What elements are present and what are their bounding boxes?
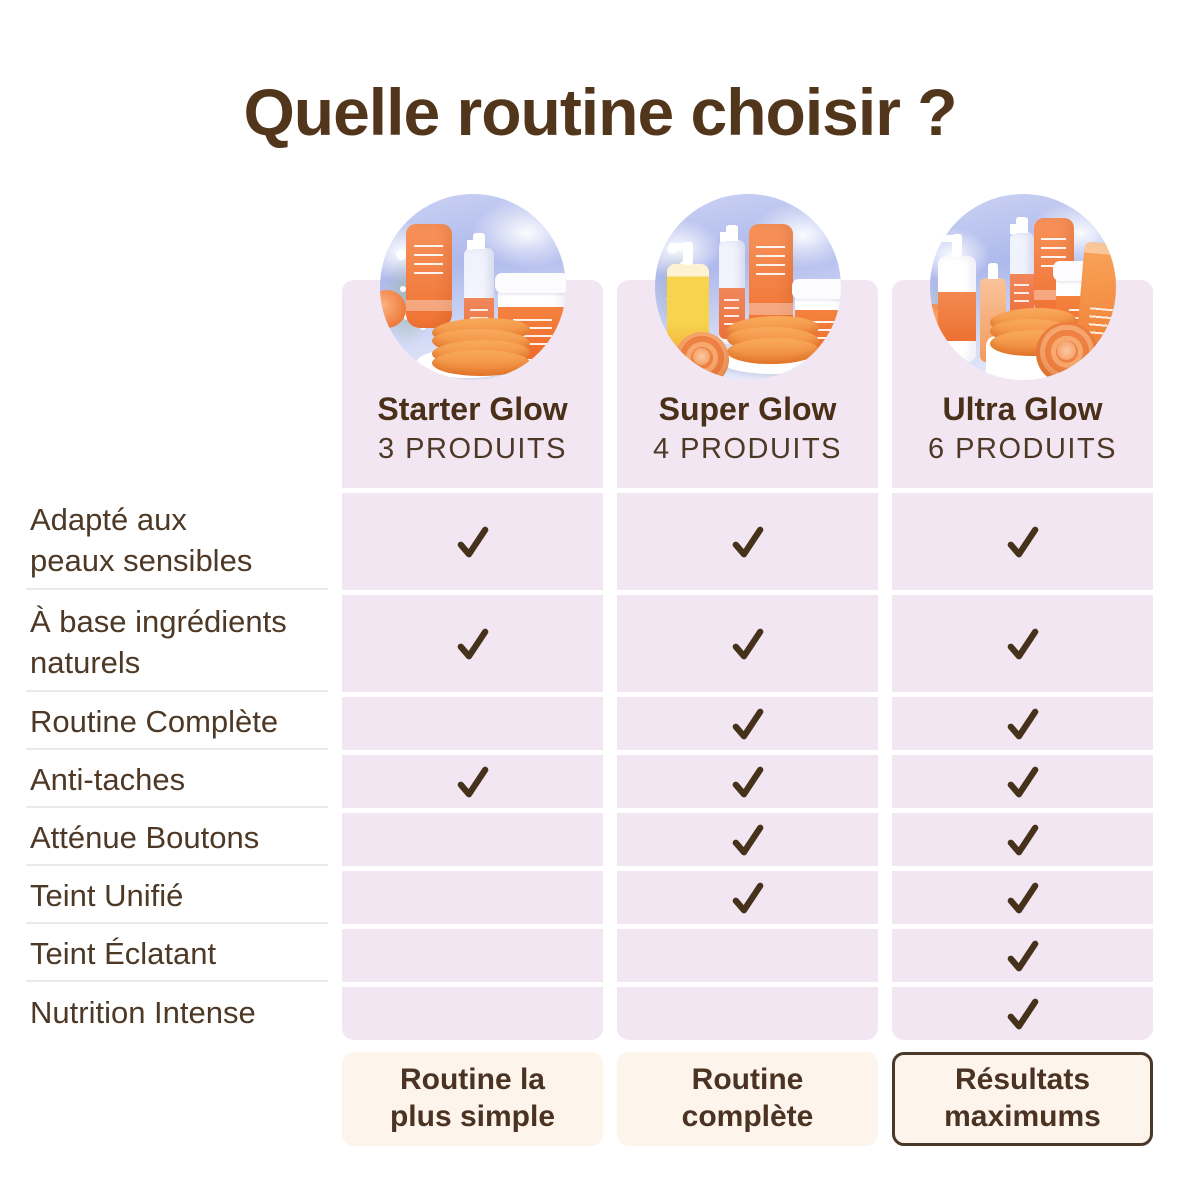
super-glow-products-photo xyxy=(654,194,841,380)
feature-row: Adapté aux peaux sensibles xyxy=(26,493,1154,590)
check-icon xyxy=(1007,708,1038,739)
check-icon xyxy=(457,526,488,557)
feature-rows: Adapté aux peaux sensibles À base ingrédi… xyxy=(26,493,1154,1040)
feature-row: Anti-taches xyxy=(26,755,1154,808)
check-icon xyxy=(732,526,763,557)
check-icon xyxy=(457,628,488,659)
cream-tube-graphic xyxy=(405,224,452,328)
feature-row: Teint Unifié xyxy=(26,871,1154,924)
feature-cell xyxy=(342,493,603,590)
comparison-table: Starter Glow 3 PRODUITS Super Glow 4 PRODU… xyxy=(26,194,1154,1146)
orange-rose-graphic xyxy=(1035,322,1098,380)
feature-label: Teint Unifié xyxy=(26,871,328,924)
plan-footer-badge: Routine la plus simple xyxy=(342,1052,603,1146)
feature-row: Nutrition Intense xyxy=(26,987,1154,1040)
check-icon xyxy=(1007,882,1038,913)
check-icon xyxy=(1007,824,1038,855)
ultra-glow-products-photo xyxy=(929,194,1116,380)
feature-row: À base ingrédients naturels xyxy=(26,595,1154,692)
plan-products-count: 4 PRODUITS xyxy=(652,433,843,465)
check-icon xyxy=(1007,998,1038,1029)
check-icon xyxy=(1007,940,1038,971)
feature-cell xyxy=(342,871,603,924)
plan-column-header: Super Glow 4 PRODUITS xyxy=(617,194,878,488)
check-icon xyxy=(732,824,763,855)
feature-cell xyxy=(342,987,603,1040)
plan-products-count: 6 PRODUITS xyxy=(927,433,1118,465)
feature-cell xyxy=(342,929,603,982)
feature-label: Teint Éclatant xyxy=(26,929,328,982)
feature-cell xyxy=(617,493,878,590)
plan-name: Ultra Glow xyxy=(942,391,1103,428)
check-icon xyxy=(457,766,488,797)
footer-spacer xyxy=(26,1052,328,1146)
foam-cleanser-bottle-graphic xyxy=(937,235,976,362)
feature-cell xyxy=(892,755,1153,808)
feature-label: Routine Complète xyxy=(26,697,328,750)
feature-cell xyxy=(892,871,1153,924)
feature-cell xyxy=(892,493,1153,590)
feature-label: Adapté aux peaux sensibles xyxy=(26,493,328,590)
feature-cell xyxy=(342,813,603,866)
check-icon xyxy=(732,766,763,797)
feature-cell xyxy=(892,813,1153,866)
plan-column-header: Starter Glow 3 PRODUITS xyxy=(342,194,603,488)
feature-row: Atténue Boutons xyxy=(26,813,1154,866)
feature-cell xyxy=(892,987,1153,1040)
check-icon xyxy=(732,708,763,739)
feature-cell xyxy=(342,755,603,808)
feature-row: Routine Complète xyxy=(26,697,1154,750)
plan-column-header: Ultra Glow 6 PRODUITS xyxy=(892,194,1153,488)
cream-tube-graphic xyxy=(748,224,793,332)
check-icon xyxy=(1007,766,1038,797)
plan-products-count: 3 PRODUITS xyxy=(377,433,568,465)
page-title: Quelle routine choisir ? xyxy=(243,75,957,149)
header-spacer xyxy=(26,280,328,488)
check-icon xyxy=(1007,526,1038,557)
check-icon xyxy=(732,882,763,913)
feature-cell xyxy=(617,755,878,808)
daisies-graphic xyxy=(395,250,406,260)
feature-cell xyxy=(617,697,878,750)
cotton-pads-graphic xyxy=(431,316,530,378)
feature-cell xyxy=(617,871,878,924)
feature-label: Nutrition Intense xyxy=(30,995,256,1031)
feature-cell xyxy=(342,595,603,692)
orange-rose-graphic xyxy=(674,332,729,380)
feature-cell xyxy=(617,987,878,1040)
starter-glow-products-photo xyxy=(379,194,566,380)
feature-cell xyxy=(892,595,1153,692)
feature-row: Teint Éclatant xyxy=(26,929,1154,982)
feature-cell xyxy=(892,929,1153,982)
plan-footer-badge: Routine complète xyxy=(617,1052,878,1146)
footer-row: Routine la plus simple Routine complète Ré… xyxy=(26,1052,1154,1146)
feature-label: Anti-taches xyxy=(26,755,328,808)
header-row: Starter Glow 3 PRODUITS Super Glow 4 PRODU… xyxy=(26,194,1154,488)
feature-cell xyxy=(342,697,603,750)
cotton-pads-graphic xyxy=(726,314,819,376)
feature-cell xyxy=(617,929,878,982)
check-icon xyxy=(1007,628,1038,659)
plan-name: Super Glow xyxy=(658,391,837,428)
plan-footer-badge: Résultats maximums xyxy=(892,1052,1153,1146)
check-icon xyxy=(732,628,763,659)
feature-label: À base ingrédients naturels xyxy=(26,595,328,692)
feature-cell xyxy=(617,595,878,692)
feature-cell xyxy=(892,697,1153,750)
plan-name: Starter Glow xyxy=(377,391,568,428)
feature-label: Atténue Boutons xyxy=(26,813,328,866)
feature-cell xyxy=(617,813,878,866)
